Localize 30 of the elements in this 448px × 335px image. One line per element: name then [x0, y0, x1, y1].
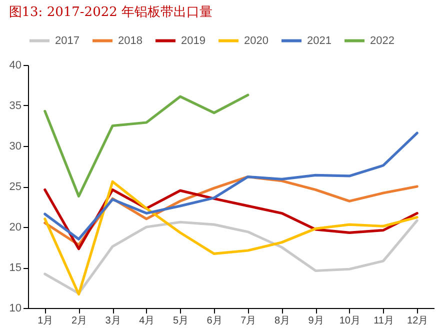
x-tick-label: 2月 — [71, 316, 88, 326]
x-tick-label: 3月 — [105, 316, 121, 326]
legend-label: 2019 — [181, 34, 206, 47]
x-tick-label: 5月 — [172, 316, 189, 326]
x-tick-label: 1月 — [38, 316, 54, 326]
legend-label: 2020 — [244, 34, 268, 47]
y-tick-label: 10 — [9, 302, 22, 314]
y-tick-label: 20 — [9, 222, 22, 234]
legend-label: 2018 — [118, 34, 142, 47]
y-tick-label: 15 — [9, 262, 22, 274]
chart-title: 图13: 2017-2022 年铝板带出口量 — [8, 5, 213, 20]
x-tick-label: 6月 — [206, 316, 222, 326]
line-series — [44, 219, 418, 295]
y-tick-label: 25 — [9, 181, 22, 193]
line-series — [44, 132, 418, 240]
line-series — [44, 180, 418, 296]
x-tick-label: 7月 — [240, 316, 256, 326]
y-tick-label: 35 — [9, 100, 22, 112]
line-series — [44, 94, 250, 198]
legend-label: 2021 — [307, 34, 332, 47]
x-tick-label: 8月 — [274, 316, 290, 326]
legend-label: 2022 — [370, 34, 394, 47]
y-tick-label: 30 — [9, 140, 22, 152]
x-tick-label: 10月 — [339, 316, 360, 326]
x-tick-label: 4月 — [139, 316, 155, 326]
x-tick-label: 9月 — [308, 316, 324, 326]
y-tick-label: 40 — [9, 60, 22, 72]
legend-label: 2017 — [55, 34, 80, 47]
x-tick-label: 11月 — [374, 316, 394, 326]
x-tick-label: 12月 — [407, 316, 428, 326]
